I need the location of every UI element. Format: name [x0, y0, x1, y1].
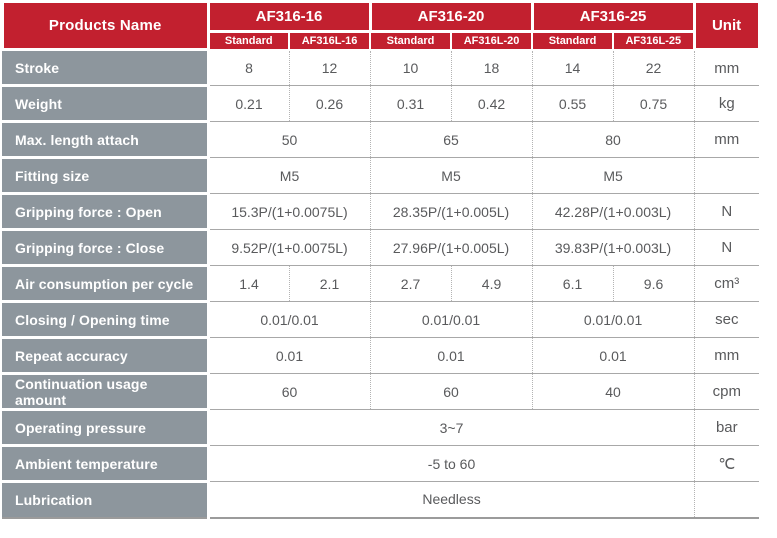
row-label: Ambient temperature — [2, 445, 210, 483]
value-cell: M5 — [531, 157, 695, 194]
value-cell: 9.6 — [612, 265, 695, 302]
value-cell: 0.01 — [207, 337, 371, 374]
value-cell: 2.7 — [369, 265, 452, 302]
value-cell: 60 — [207, 373, 371, 410]
spec-row-continuation-usage: Continuation usage amount 60 60 40 cpm — [2, 373, 760, 411]
row-label: Weight — [2, 85, 210, 123]
value-cell: 15.3P/(1+0.0075L) — [207, 193, 371, 230]
row-label: Gripping force : Close — [2, 229, 210, 267]
value-cell: 0.01/0.01 — [207, 301, 371, 338]
unit-cell: cpm — [693, 373, 760, 410]
spec-row-repeat-accuracy: Repeat accuracy 0.01 0.01 0.01 mm — [2, 337, 760, 375]
row-label: Fitting size — [2, 157, 210, 195]
unit-cell: cm³ — [693, 265, 760, 302]
model-header-af316-20: AF316-20 — [368, 0, 534, 33]
row-label: Operating pressure — [2, 409, 210, 447]
spec-row-gripping-force-open: Gripping force : Open 15.3P/(1+0.0075L) … — [2, 193, 760, 231]
spec-row-closing-opening-time: Closing / Opening time 0.01/0.01 0.01/0.… — [2, 301, 760, 339]
value-cell: 12 — [288, 49, 371, 86]
value-cell: 0.31 — [369, 85, 452, 122]
value-cell: 0.01/0.01 — [531, 301, 695, 338]
value-cell: 9.52P/(1+0.0075L) — [207, 229, 371, 266]
subheader-af316l-16: AF316L-16 — [287, 30, 372, 51]
value-cell: 14 — [531, 49, 614, 86]
spec-row-gripping-force-close: Gripping force : Close 9.52P/(1+0.0075L)… — [2, 229, 760, 267]
spec-row-ambient-temperature: Ambient temperature -5 to 60 ℃ — [2, 445, 760, 483]
row-label: Air consumption per cycle — [2, 265, 210, 303]
value-cell: 0.01 — [531, 337, 695, 374]
row-label: Repeat accuracy — [2, 337, 210, 375]
table-body: Stroke 8 12 10 18 14 22 mm Weight 0.21 0… — [2, 49, 760, 518]
value-cell: 65 — [369, 121, 533, 158]
value-cell: 40 — [531, 373, 695, 410]
table-header: Products Name AF316-16 AF316-20 AF316-25… — [0, 0, 761, 51]
spec-row-fitting-size: Fitting size M5 M5 M5 — [2, 157, 760, 195]
subheader-af316l-20: AF316L-20 — [450, 30, 534, 51]
value-cell: 0.01 — [369, 337, 533, 374]
row-label: Continuation usage amount — [2, 373, 210, 411]
value-cell: 1.4 — [207, 265, 289, 302]
unit-cell — [693, 481, 760, 518]
unit-header: Unit — [692, 0, 761, 51]
unit-cell: mm — [693, 121, 760, 158]
unit-cell: mm — [693, 337, 760, 374]
value-cell: Needless — [207, 481, 695, 518]
spec-row-weight: Weight 0.21 0.26 0.31 0.42 0.55 0.75 kg — [2, 85, 760, 123]
unit-cell: ℃ — [693, 445, 760, 482]
value-cell: 0.21 — [207, 85, 289, 122]
value-cell: 10 — [369, 49, 452, 86]
value-cell: 27.96P/(1+0.005L) — [369, 229, 533, 266]
subheader-af316l-25: AF316L-25 — [612, 30, 696, 51]
value-cell: 0.26 — [288, 85, 371, 122]
value-cell: -5 to 60 — [207, 445, 695, 482]
value-cell: 6.1 — [531, 265, 614, 302]
value-cell: 3~7 — [207, 409, 695, 446]
model-header-af316-25: AF316-25 — [530, 0, 696, 33]
row-label: Closing / Opening time — [2, 301, 210, 339]
value-cell: 18 — [450, 49, 533, 86]
variant-header-row: Standard AF316L-16 Standard AF316L-20 St… — [2, 30, 759, 51]
unit-cell: N — [693, 229, 760, 266]
value-cell: 8 — [207, 49, 289, 86]
value-cell: 39.83P/(1+0.003L) — [531, 229, 695, 266]
value-cell: 80 — [531, 121, 695, 158]
value-cell: 28.35P/(1+0.005L) — [369, 193, 533, 230]
spec-row-operating-pressure: Operating pressure 3~7 bar — [2, 409, 760, 447]
product-spec-table: Products Name AF316-16 AF316-20 AF316-25… — [0, 0, 761, 519]
model-header-row: Products Name AF316-16 AF316-20 AF316-25… — [0, 0, 761, 51]
value-cell: 22 — [612, 49, 695, 86]
spec-row-max-length-attach: Max. length attach 50 65 80 mm — [2, 121, 760, 159]
unit-cell — [693, 157, 760, 194]
value-cell: 0.55 — [531, 85, 614, 122]
value-cell: 60 — [369, 373, 533, 410]
row-label: Gripping force : Open — [2, 193, 210, 231]
unit-cell: kg — [693, 85, 760, 122]
row-label: Max. length attach — [2, 121, 210, 159]
subheader-standard-16: Standard — [207, 30, 290, 51]
spec-row-air-consumption: Air consumption per cycle 1.4 2.1 2.7 4.… — [2, 265, 760, 303]
value-cell: 2.1 — [288, 265, 371, 302]
value-cell: 50 — [207, 121, 371, 158]
row-label: Stroke — [2, 49, 210, 87]
subheader-standard-25: Standard — [531, 30, 615, 51]
unit-cell: bar — [693, 409, 760, 446]
model-header-af316-16: AF316-16 — [206, 0, 372, 33]
value-cell: 0.01/0.01 — [369, 301, 533, 338]
value-cell: 0.42 — [450, 85, 533, 122]
unit-cell: sec — [693, 301, 760, 338]
spec-row-lubrication: Lubrication Needless — [2, 481, 760, 518]
value-cell: 0.75 — [612, 85, 695, 122]
unit-cell: N — [693, 193, 760, 230]
value-cell: 42.28P/(1+0.003L) — [531, 193, 695, 230]
unit-cell: mm — [693, 49, 760, 86]
products-name-header: Products Name — [0, 0, 210, 51]
row-label: Lubrication — [2, 481, 210, 518]
spec-row-stroke: Stroke 8 12 10 18 14 22 mm — [2, 49, 760, 87]
value-cell: M5 — [207, 157, 371, 194]
subheader-standard-20: Standard — [369, 30, 453, 51]
value-cell: 4.9 — [450, 265, 533, 302]
value-cell: M5 — [369, 157, 533, 194]
